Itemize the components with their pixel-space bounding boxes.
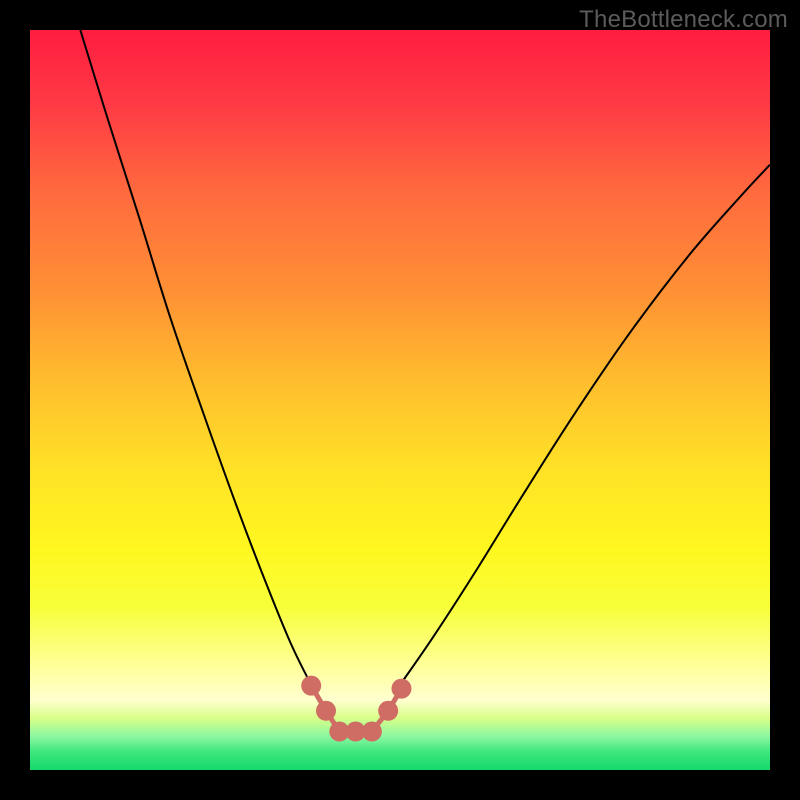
curve-layer <box>30 30 770 770</box>
cluster-marker <box>301 676 321 696</box>
watermark-text: TheBottleneck.com <box>579 6 788 34</box>
bottom-cluster-markers <box>301 676 411 742</box>
outer-frame: TheBottleneck.com <box>0 0 800 800</box>
cluster-marker <box>316 701 336 721</box>
cluster-marker <box>378 701 398 721</box>
curve-left-branch <box>80 30 311 685</box>
curve-right-branch <box>400 165 770 685</box>
cluster-marker <box>391 679 411 699</box>
cluster-marker <box>362 722 382 742</box>
plot-area <box>30 30 770 770</box>
